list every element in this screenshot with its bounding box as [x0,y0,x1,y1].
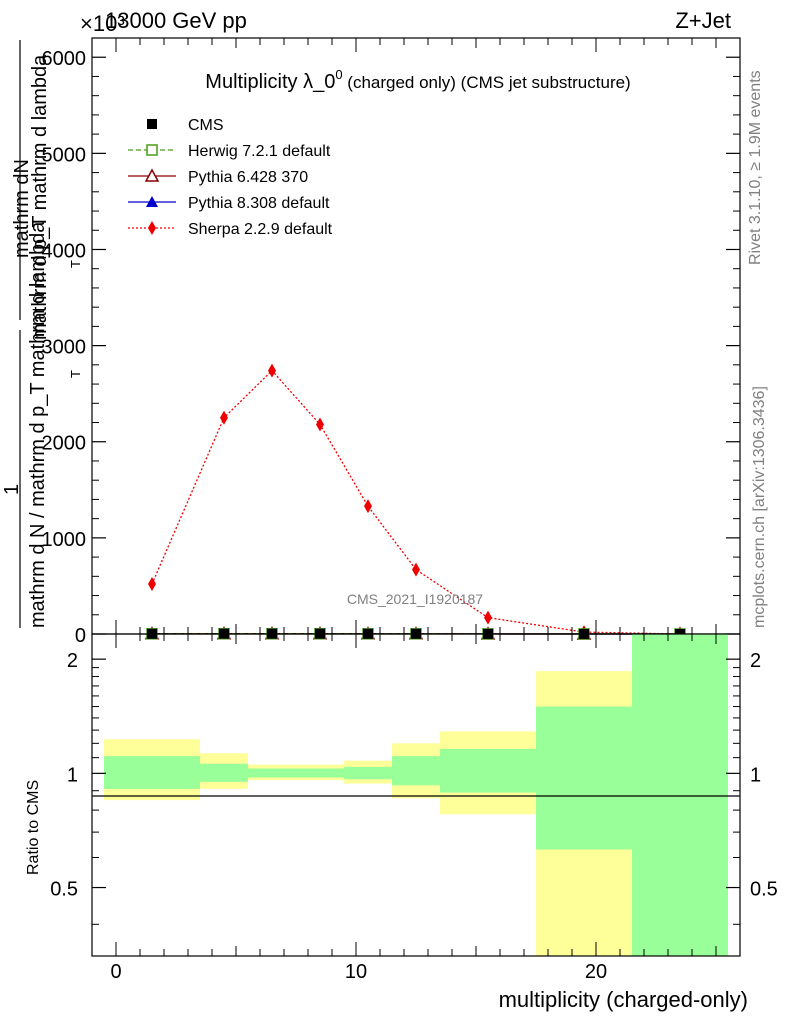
legend-marker [144,168,160,182]
y-axis-label: mathrm dN mathrm d p_T mathrm d lambda T… [1,40,83,628]
legend-label: Herwig 7.2.1 default [188,143,331,160]
stat-band [440,748,536,793]
data-point-sherpa-2-2-9-default [148,577,156,592]
y-label-one: 1 [1,484,23,495]
data-point-sherpa-2-2-9-default [412,562,420,577]
legend-label: Sherpa 2.2.9 default [188,221,333,238]
ratio-ytick-label-right: 1 [750,764,761,786]
legend-entry-pythia-6-428-370: Pythia 6.428 370 [128,168,308,186]
ratio-panel: 0.5 0.51 12 20 10 20 [50,633,778,983]
analysis-watermark: CMS_2021_I1920187 [347,591,483,607]
stat-band [344,766,392,780]
main-panel: 0 1000 2000 3000 4000 5000 6000 [42,37,741,647]
ratio-ytick-label-right: 2 [750,650,761,672]
x-axis-label: multiplicity (charged-only) [499,987,748,1012]
legend-label: Pythia 8.308 default [188,195,330,212]
header-process: Z+Jet [675,8,731,33]
rivet-version-label: Rivet 3.1.10, ≥ 1.9M events [747,70,764,265]
stat-band [632,634,728,956]
ratio-bands [104,634,728,956]
legend-entry-herwig-7-2-1-default: Herwig 7.2.1 default [128,143,331,160]
ratio-axis-ticks: 0.5 0.51 12 20 10 20 [50,634,778,983]
y-label-denominator-subscript: T [68,370,83,378]
main-ytick-label: 1000 [42,529,87,551]
plot-title-sup: 0 [335,67,342,82]
main-ytick-label: 3000 [42,337,87,359]
y-label-numerator-top: mathrm dN [11,159,33,258]
stat-band [248,768,296,778]
legend-label: CMS [188,117,224,134]
stat-band [104,756,200,789]
stat-band [392,756,440,786]
legend-marker [146,144,158,156]
data-point-sherpa-2-2-9-default [220,410,228,425]
legend: CMS Herwig 7.2.1 default Pythia 6.428 370 P… [128,117,333,238]
main-ytick-label: 0 [75,625,86,647]
plot-title: Multiplicity λ_00 (charged only) (CMS je… [205,67,630,93]
stat-band [536,706,632,850]
header-energy: 13000 GeV pp [105,8,247,33]
ratio-ytick-label: 0.5 [50,879,78,901]
ratio-ytick-label: 1 [67,764,78,786]
legend-marker [146,196,158,207]
main-ytick-label: 2000 [42,433,87,455]
data-point-sherpa-2-2-9-default [316,417,324,432]
legend-entry-cms: CMS [147,117,224,134]
legend-marker [147,119,157,129]
ratio-y-label: Ratio to CMS [25,780,42,875]
data-point-sherpa-2-2-9-default [484,610,492,625]
mcplots-label: mcplots.cern.ch [arXiv:1306.3436] [751,386,768,628]
y-label-numerator-bottom: mathrm d p_T mathrm d lambda [29,54,51,340]
plot-title-main: Multiplicity λ_0 [205,71,335,93]
ratio-frame [91,633,741,957]
header-exponent: ×10³ [80,11,125,36]
y-label-denominator: mathrm d N / mathrm d p_T mathrm d lambd… [27,221,49,628]
ratio-ytick-label-right: 0.5 [750,879,778,901]
ratio-xtick-label: 10 [345,961,367,983]
ratio-xtick-label: 0 [110,961,121,983]
main-ytick-label: 6000 [42,48,87,70]
legend-marker [148,221,156,235]
main-axis-ticks: 0 1000 2000 3000 4000 5000 6000 [42,37,741,647]
main-ytick-label: 4000 [42,240,87,262]
ratio-ytick-label: 2 [67,650,78,672]
legend-label: Pythia 6.428 370 [188,169,308,186]
data-point-sherpa-2-2-9-default [268,363,276,378]
legend-entry-pythia-8-308-default: Pythia 8.308 default [128,195,330,212]
y-label-subscript: T [68,260,83,268]
stat-band [200,763,248,782]
plot-title-suffix: (charged only) (CMS jet substructure) [343,73,631,92]
ratio-xtick-label: 20 [585,961,607,983]
legend-entry-sherpa-2-2-9-default: Sherpa 2.2.9 default [128,221,333,238]
data-point-sherpa-2-2-9-default [364,499,372,514]
stat-band [296,768,344,778]
main-ytick-label: 5000 [42,144,87,166]
